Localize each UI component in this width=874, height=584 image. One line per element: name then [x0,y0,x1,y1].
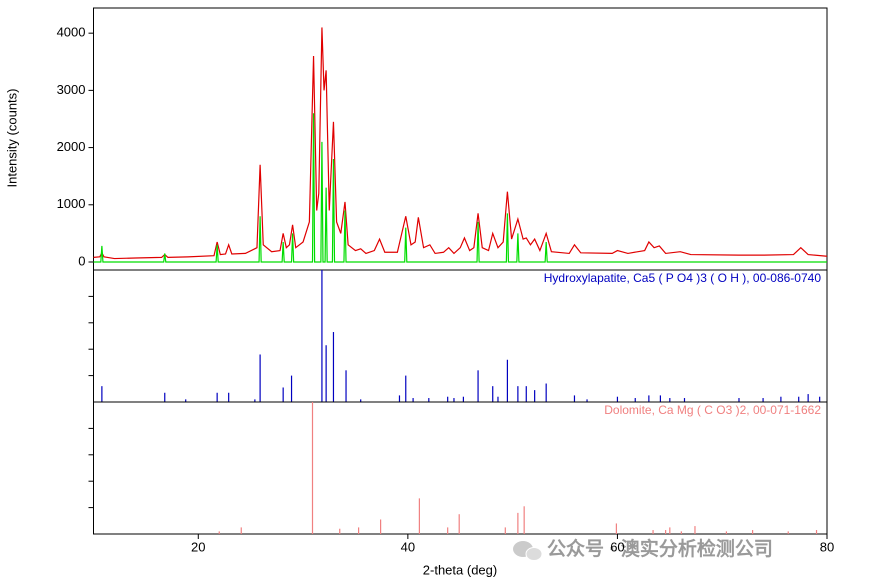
watermark: 公众号 · 澳实分析检测公司 [547,537,773,560]
x-tick-label: 40 [401,539,415,554]
y-axis-label: Intensity (counts) [4,89,19,188]
x-tick-label: 60 [610,539,624,554]
y-tick-label: 4000 [57,25,86,40]
x-axis-label: 2-theta (deg) [423,562,497,577]
y-tick-label: 2000 [57,139,86,154]
x-tick-label: 20 [191,539,205,554]
phase-label: Hydroxylapatite, Ca5 ( P O4 )3 ( O H ), … [544,271,822,285]
y-tick-label: 1000 [57,196,86,211]
y-tick-label: 3000 [57,82,86,97]
watermark-icon [513,541,543,561]
data-line [93,113,827,263]
phase-label: Dolomite, Ca Mg ( C O3 )2, 00-071-1662 [604,403,821,417]
plot-frame [93,269,828,403]
x-tick-label: 80 [820,539,834,554]
data-line [93,27,828,260]
plot-frame [93,401,828,535]
plot-frame [93,7,828,271]
y-tick-label: 0 [78,253,85,268]
